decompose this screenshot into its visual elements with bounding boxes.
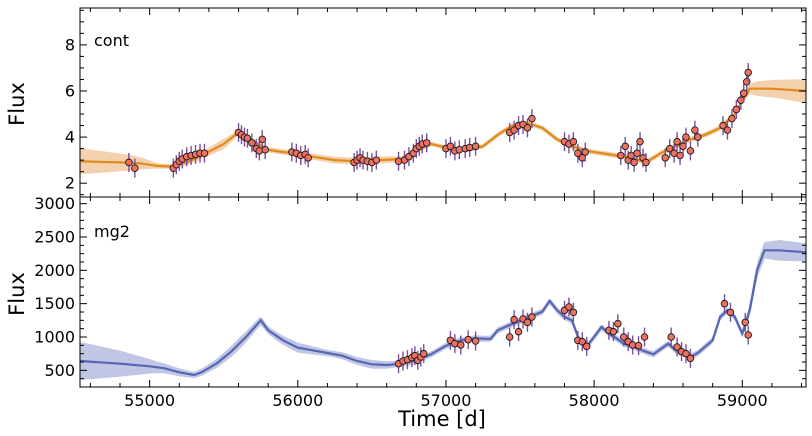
cont-data-point <box>740 89 748 98</box>
mg2-y-tick-label: 2000 <box>34 261 75 280</box>
panel-label-mg2: mg2 <box>94 222 130 241</box>
mg2-model-curve <box>79 249 807 377</box>
cont-data-point <box>673 137 681 146</box>
cont-data-point <box>394 157 403 166</box>
mg2-y-tick-label: 1000 <box>34 328 75 347</box>
cont-data-point <box>732 105 741 114</box>
mg2-data-point <box>457 341 465 349</box>
cont-y-tick-label: 2 <box>65 174 75 193</box>
cont-data-point <box>633 149 641 157</box>
cont-data-point <box>422 139 431 147</box>
x-tick-label: 58000 <box>569 391 620 410</box>
cont-data-point <box>723 126 732 134</box>
x-tick-label: 56000 <box>272 391 323 410</box>
mg2-data-point <box>682 349 690 358</box>
cont-data-point <box>694 133 702 141</box>
mg2-data-point <box>464 335 472 344</box>
mg2-data-point <box>505 333 514 341</box>
cont-data-point <box>636 137 644 146</box>
cont-data-point <box>446 142 455 151</box>
mg2-data-point <box>667 333 675 341</box>
cont-data-point <box>471 142 480 151</box>
panel-label-cont: cont <box>94 31 129 50</box>
cont-data-point <box>642 158 650 167</box>
cont-data-point <box>719 121 727 130</box>
cont-data-point <box>200 149 209 157</box>
mg2-data-point <box>514 327 523 336</box>
cont-data-point <box>243 134 252 142</box>
cont-y-tick-label: 6 <box>65 81 75 100</box>
mg2-y-tick-label: 1500 <box>34 294 75 313</box>
mg2-data-point <box>582 342 591 351</box>
mg2-data-point <box>419 349 428 358</box>
cont-data-point <box>528 114 536 123</box>
mg2-data-point <box>528 313 536 321</box>
cont-data-point <box>304 154 312 162</box>
mg2-data-point <box>640 333 649 341</box>
mg2-data-point <box>686 354 695 363</box>
mg2-data-point <box>609 327 618 336</box>
mg2-data-point <box>614 319 622 328</box>
cont-data-point <box>686 147 695 155</box>
cont-data-point <box>744 68 752 77</box>
mg2-data-point <box>523 318 532 327</box>
cont-data-point <box>581 148 589 156</box>
cont-data-point <box>465 143 474 152</box>
cont-axes-frame <box>79 7 807 198</box>
cont-panel: 2 4 6 8 <box>65 7 807 198</box>
cont-data-point <box>728 114 736 123</box>
x-tick-label: 55000 <box>124 391 175 410</box>
cont-data-point <box>569 137 578 146</box>
mg2-data-point <box>634 341 643 350</box>
cont-data-point <box>574 149 582 157</box>
cont-data-point <box>125 158 133 167</box>
cont-data-point <box>258 135 266 144</box>
mg2-axes-frame <box>79 196 807 388</box>
cont-uncertainty-band <box>79 79 807 175</box>
x-tick-label: 57000 <box>421 391 472 410</box>
mg2-data-point <box>565 303 573 311</box>
cont-data-point <box>617 151 625 160</box>
cont-data-point <box>261 145 269 154</box>
cont-data-point <box>661 154 669 162</box>
mg2-panel: 55000 56000 57000 58000 59000 500 1000 1500 2000… <box>34 194 807 410</box>
mg2-data-point <box>569 308 578 317</box>
mg2-uncertainty-band <box>79 239 807 381</box>
mg2-y-tick-label: 2500 <box>34 228 75 247</box>
cont-data-point <box>682 133 690 141</box>
x-axis-label: Time [d] <box>397 407 486 431</box>
mg2-data-point <box>620 333 628 341</box>
mg2-data-point <box>726 308 735 317</box>
mg2-data-point <box>578 337 587 346</box>
mg2-y-tick-label: 500 <box>44 361 75 380</box>
mg2-data-point <box>720 299 729 308</box>
cont-y-tick-label: 4 <box>65 128 75 147</box>
y-axis-label-mg2: Flux <box>5 272 29 316</box>
cont-data-point <box>455 145 464 154</box>
cont-data-point <box>510 126 518 134</box>
mg2-data-point <box>510 315 518 324</box>
cont-data-point <box>131 164 139 172</box>
cont-data-point <box>372 156 381 164</box>
cont-data-point <box>523 124 532 132</box>
cont-y-tick-label: 8 <box>65 35 75 54</box>
mg2-y-tick-label: 3000 <box>34 194 75 213</box>
x-tick-label: 59000 <box>717 391 768 410</box>
cont-data-point <box>665 144 674 153</box>
mg2-data-point <box>673 343 681 351</box>
mg2-data-point <box>471 337 480 345</box>
cont-data-point <box>621 142 629 151</box>
cont-data-point <box>742 78 751 86</box>
cont-data-point <box>248 139 256 147</box>
mg2-data-point <box>744 331 752 339</box>
mg2-data-point <box>741 318 750 327</box>
y-axis-label-cont: Flux <box>5 82 29 126</box>
